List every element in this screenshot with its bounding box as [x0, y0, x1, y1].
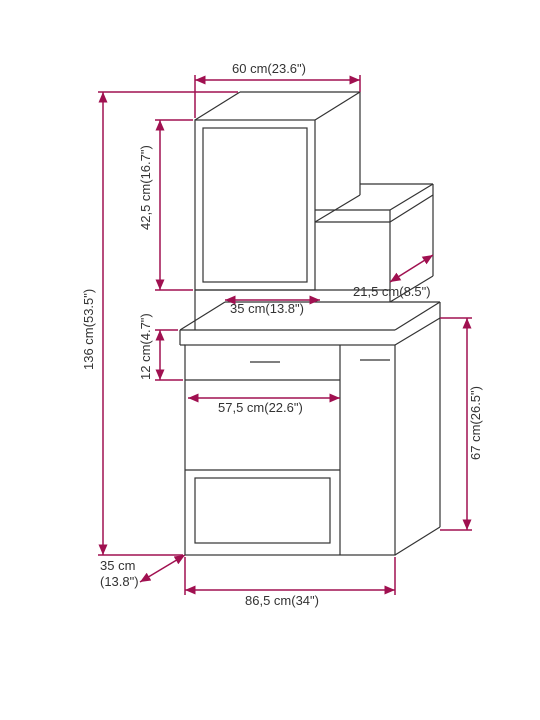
diagram-svg: 60 cm(23.6") 42,5 cm(16.7") 136 cm(53.5"…	[0, 0, 540, 720]
dim-cabinet-height: 67 cm(26.5")	[468, 386, 483, 460]
dim-total-height: 136 cm(53.5")	[81, 289, 96, 370]
furniture-outline	[180, 92, 440, 555]
dim-depth-2: (13.8")	[100, 574, 139, 589]
dim-shelf-depth: 35 cm(13.8")	[230, 301, 304, 316]
dim-upper-shelf: 21,5 cm(8.5")	[353, 284, 431, 299]
dim-top-width: 60 cm(23.6")	[232, 61, 306, 76]
dim-mirror-height: 42,5 cm(16.7")	[138, 145, 153, 230]
dim-base-width: 86,5 cm(34")	[245, 593, 319, 608]
dim-depth-1: 35 cm	[100, 558, 135, 573]
dim-drawer-height: 12 cm(4.7")	[138, 313, 153, 380]
dim-opening-width: 57,5 cm(22.6")	[218, 400, 303, 415]
dimension-lines: 60 cm(23.6") 42,5 cm(16.7") 136 cm(53.5"…	[81, 61, 483, 608]
